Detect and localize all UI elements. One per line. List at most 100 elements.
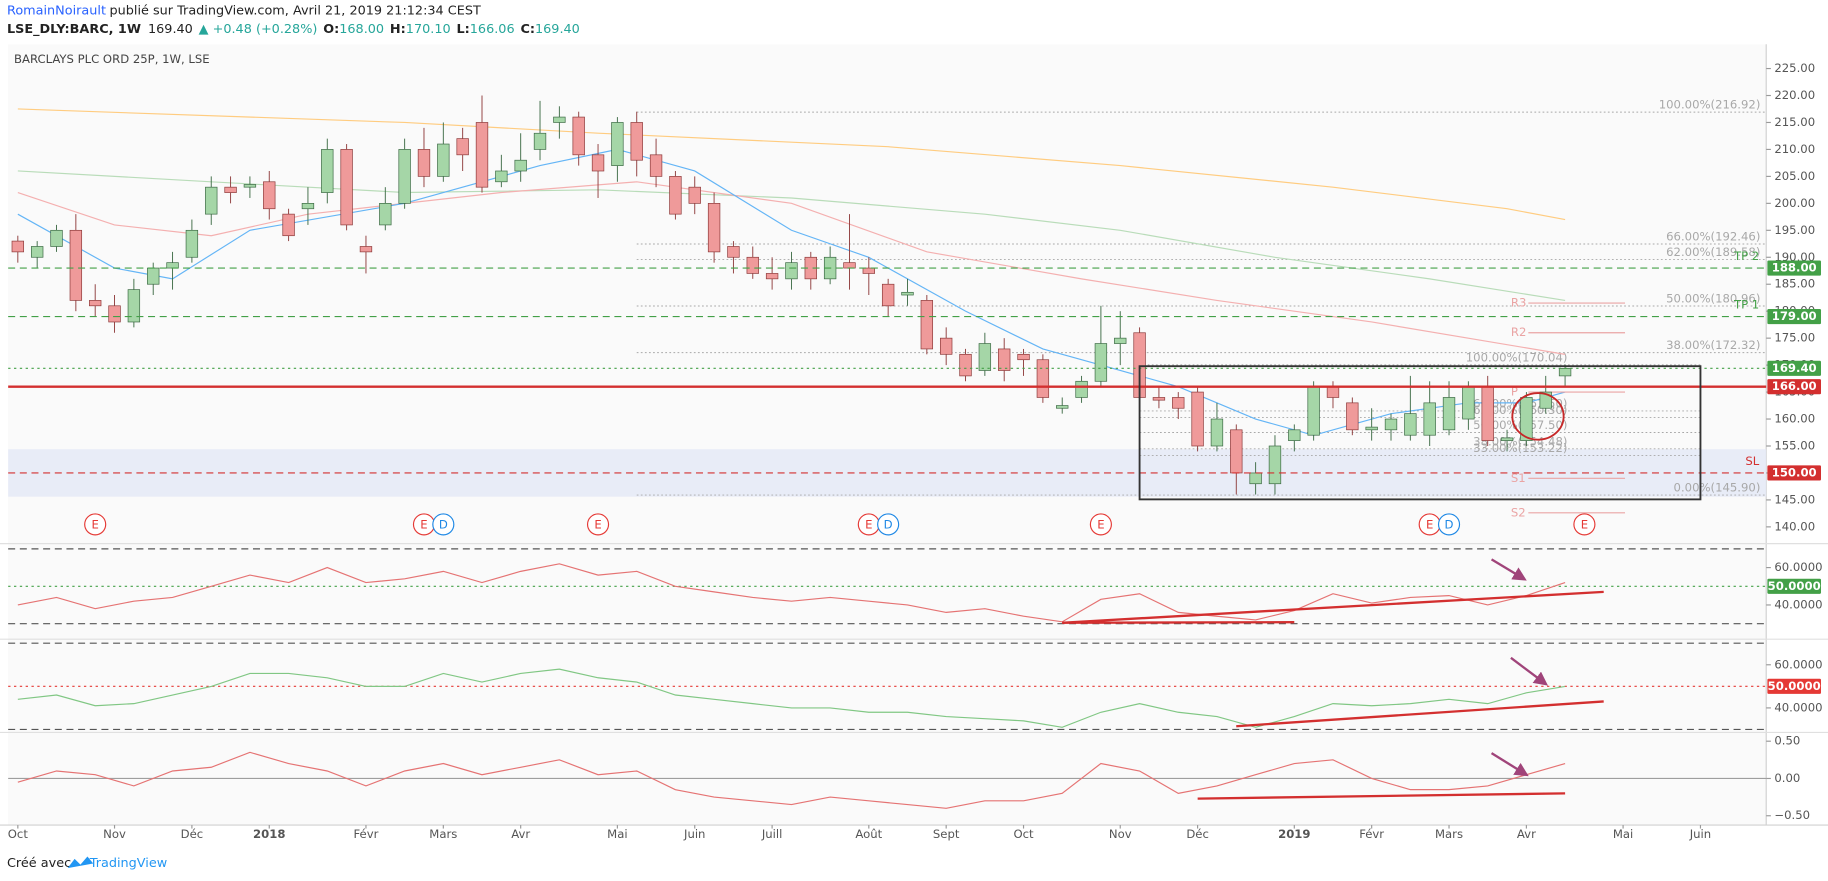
x-tick-label: Mai: [607, 827, 627, 841]
candle-body: [30, 246, 44, 258]
price-tag: [1767, 260, 1822, 276]
event-label: D: [1445, 517, 1454, 531]
candle-body: [340, 149, 353, 226]
candle-body: [301, 202, 315, 210]
candle-body: [205, 186, 218, 215]
event-marker: [586, 513, 610, 536]
annotation-arrow: [1490, 752, 1529, 777]
candle-body: [1481, 386, 1494, 441]
candle-body: [398, 149, 411, 204]
y-tick-label: 195.00: [1774, 223, 1815, 237]
indicator-line: [17, 563, 1566, 623]
annotation-arrow: [1510, 656, 1548, 686]
y-tick-label: −0.50: [1774, 808, 1810, 822]
candle-body: [1036, 359, 1050, 398]
author[interactable]: RomainNoirault: [7, 3, 106, 18]
y-tick-label: 60.0000: [1774, 560, 1822, 574]
ohlc-value: 166.06: [470, 22, 515, 37]
y-tick-label: 160.00: [1774, 412, 1815, 426]
candle-body: [533, 132, 547, 150]
fib-label: 38.00%(154.48): [1473, 434, 1567, 448]
candle-body: [1288, 429, 1301, 441]
candle-body: [688, 186, 701, 204]
price-tag: [1767, 465, 1822, 481]
price-tag-label: 150.00: [1772, 465, 1817, 479]
y-tick-label: 175.00: [1774, 331, 1815, 345]
candle-body: [456, 138, 469, 156]
header-line-2: LSE_DLY:BARC, 1W 169.40 ▲ +0.48 (+0.28%) O:…: [7, 22, 580, 37]
candle-body: [1075, 380, 1088, 398]
candle-body: [1017, 353, 1030, 361]
candle-body: [379, 202, 392, 226]
candle-body: [1191, 391, 1204, 447]
candle-body: [765, 273, 779, 280]
candle-body: [1249, 472, 1262, 485]
brand-logo: [67, 856, 94, 869]
price-tag-label: 166.00: [1772, 379, 1817, 393]
candle-body: [359, 246, 373, 253]
candle-body: [746, 256, 759, 274]
x-tick-label: Oct: [1013, 827, 1034, 841]
candle-body: [1152, 397, 1166, 401]
y-tick-label: 225.00: [1774, 61, 1815, 75]
candle-body: [147, 267, 160, 285]
candle-body: [959, 353, 972, 377]
fib-label: 38.00%(172.32): [1666, 338, 1760, 352]
chart-title: BARCLAYS PLC ORD 25P, 1W, LSE: [14, 52, 210, 66]
y-tick-label: 185.00: [1774, 277, 1815, 291]
price-tag: [1767, 678, 1822, 694]
y-tick-label: 155.00: [1774, 438, 1815, 452]
y-tick-label: 220.00: [1774, 88, 1815, 102]
candle-body: [1326, 386, 1340, 398]
candle-body: [862, 267, 875, 274]
event-label: E: [92, 517, 99, 531]
candle-body: [1094, 343, 1108, 382]
candle-body: [514, 159, 527, 172]
pivot-label: S2: [1511, 505, 1526, 519]
candle-body: [1539, 391, 1552, 409]
candle-body: [1558, 367, 1572, 377]
x-tick-label: Avr: [1517, 827, 1536, 841]
trend-line: [1197, 792, 1566, 800]
fib-label: 33.00%(153.22): [1473, 441, 1567, 455]
event-marker: [84, 513, 107, 536]
fib-label: 62.00%(189.58): [1666, 245, 1760, 259]
event-marker: [877, 513, 900, 536]
event-marker: [432, 513, 455, 536]
published: publié sur TradingView.com, Avril 21, 20…: [109, 3, 480, 18]
candle-body: [1056, 405, 1069, 409]
y-tick-label: 0.50: [1774, 734, 1800, 748]
candle-body: [417, 149, 431, 177]
candle-body: [727, 246, 740, 258]
ohlc-value: 169.40: [535, 22, 580, 37]
candle-body: [495, 170, 508, 183]
x-tick-label: Oct: [8, 827, 29, 841]
fib-label: 100.00%(216.92): [1659, 98, 1761, 112]
candle-body: [881, 283, 895, 307]
price-tag: [1767, 578, 1822, 594]
fib-label: 0.00%(145.90): [1674, 481, 1761, 495]
footer-brand[interactable]: TradingView: [89, 856, 167, 871]
footer-text: Créé avec: [7, 856, 71, 871]
candle-body: [321, 149, 334, 193]
candle-body: [166, 262, 179, 269]
candle-body: [901, 291, 914, 296]
y-tick-label: 0.00: [1774, 771, 1800, 785]
candle-body: [785, 262, 798, 280]
candle-body: [89, 300, 102, 307]
x-tick-label: Juill: [761, 827, 783, 841]
candle-body: [553, 116, 566, 123]
y-tick-label: 60.0000: [1774, 657, 1822, 671]
candle-body: [843, 262, 856, 269]
change: ▲ +0.48 (+0.28%): [199, 22, 318, 37]
price-tag-label: 188.00: [1772, 261, 1817, 275]
plot-background: [8, 44, 1767, 826]
indicator-line: [17, 751, 1566, 809]
candle-body: [920, 300, 934, 350]
candle-body: [1423, 402, 1436, 436]
event-label: E: [594, 517, 601, 531]
candle-body: [243, 184, 257, 188]
candle-body: [1230, 429, 1243, 474]
